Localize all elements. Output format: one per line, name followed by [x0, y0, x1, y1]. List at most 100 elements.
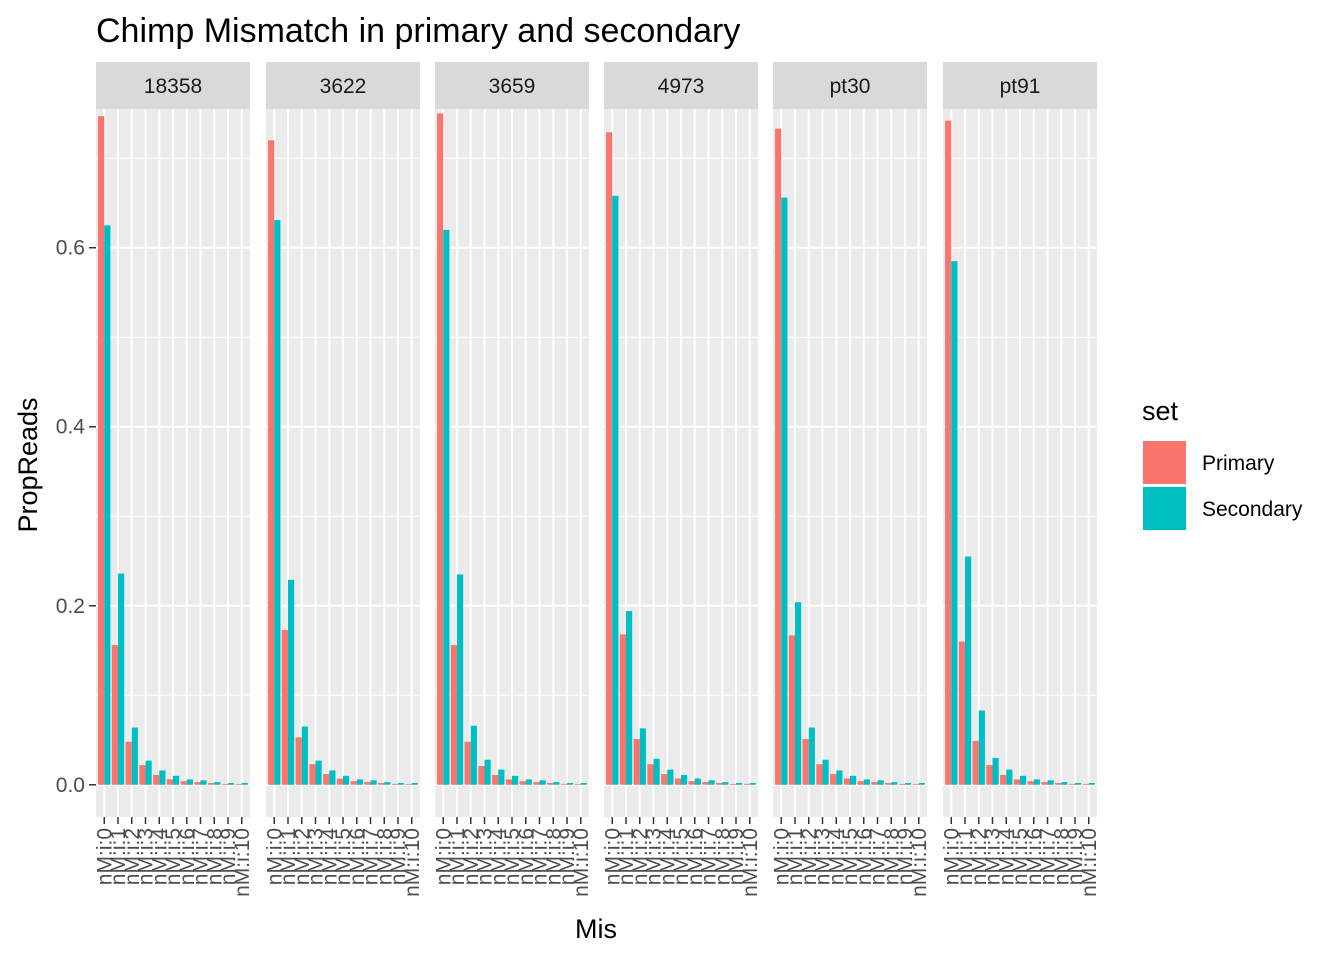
- bar-secondary-nM-i-0: [104, 225, 111, 785]
- bar-primary-nM-i-0: [775, 128, 782, 785]
- bar-primary-nM-i-10: [743, 783, 750, 785]
- bar-secondary-nM-i-7: [200, 780, 207, 785]
- legend-label-secondary: Secondary: [1202, 498, 1303, 521]
- bar-secondary-nM-i-5: [1020, 775, 1027, 785]
- x-tick-label: nM:i:7: [698, 828, 721, 885]
- bar-secondary-nM-i-9: [228, 782, 235, 785]
- x-tick-label: nM:i:6: [853, 828, 876, 885]
- bar-secondary-nM-i-3: [992, 757, 999, 785]
- x-tick-label: nM:i:3: [982, 828, 1005, 885]
- bar-secondary-nM-i-3: [315, 760, 322, 785]
- facet-strip-label: pt30: [830, 75, 871, 98]
- x-tick-label: nM:i:8: [373, 828, 396, 885]
- x-tick-label: nM:i:5: [1009, 828, 1032, 885]
- x-tick-label: nM:i:10: [401, 828, 424, 897]
- bar-primary-nM-i-0: [268, 140, 275, 785]
- bar-primary-nM-i-7: [364, 782, 371, 785]
- x-tick-label: nM:i:4: [825, 828, 848, 886]
- bar-secondary-nM-i-8: [891, 782, 898, 785]
- bar-primary-nM-i-5: [336, 778, 343, 785]
- facet-panel-3622: 3622 nM:i:0nM:i:1nM:i:2nM:i:3nM:i:4nM:i:5…: [263, 62, 424, 897]
- bar-secondary-nM-i-5: [850, 775, 857, 785]
- bar-secondary-nM-i-6: [694, 778, 701, 785]
- bar-secondary-nM-i-4: [667, 769, 674, 785]
- x-tick-label: nM:i:7: [867, 828, 890, 885]
- bar-secondary-nM-i-6: [186, 779, 193, 785]
- bar-primary-nM-i-3: [139, 765, 146, 785]
- facet-strip: [435, 62, 589, 109]
- bar-secondary-nM-i-9: [905, 782, 912, 785]
- bar-secondary-nM-i-5: [343, 775, 350, 785]
- bar-primary-nM-i-10: [405, 783, 412, 785]
- bar-primary-nM-i-2: [972, 740, 979, 785]
- x-tick-label: nM:i:10: [908, 828, 931, 897]
- bar-primary-nM-i-10: [574, 783, 581, 785]
- x-tick-label: nM:i:0: [770, 828, 793, 885]
- bar-primary-nM-i-1: [281, 629, 288, 785]
- bar-secondary-nM-i-9: [567, 782, 574, 785]
- x-tick-label: nM:i:10: [1078, 828, 1101, 897]
- bar-secondary-nM-i-2: [131, 727, 138, 785]
- bar-primary-nM-i-8: [378, 782, 385, 785]
- bar-secondary-nM-i-7: [877, 780, 884, 785]
- bar-primary-nM-i-6: [688, 781, 695, 785]
- x-tick-label: nM:i:0: [263, 828, 286, 885]
- bar-secondary-nM-i-6: [1033, 779, 1040, 785]
- legend-key-secondary: [1143, 487, 1186, 530]
- facet-panels: 18358nM:i:0nM:i:1nM:i:2nM:i:3nM:i:4nM:i:…: [93, 62, 1101, 897]
- bar-primary-nM-i-2: [633, 739, 640, 785]
- bar-primary-nM-i-1: [111, 645, 118, 785]
- x-tick-label: nM:i:5: [670, 828, 693, 885]
- facet-strip-label: 3659: [489, 75, 536, 98]
- bar-secondary-nM-i-5: [173, 775, 180, 785]
- bar-primary-nM-i-3: [986, 765, 993, 785]
- bar-primary-nM-i-9: [729, 783, 736, 785]
- bar-primary-nM-i-5: [843, 778, 850, 785]
- bar-secondary-nM-i-2: [808, 727, 815, 785]
- bar-secondary-nM-i-3: [653, 758, 660, 785]
- x-tick-label: nM:i:8: [1050, 828, 1073, 885]
- x-tick-label: nM:i:9: [556, 828, 579, 885]
- bar-primary-nM-i-0: [606, 132, 613, 785]
- bar-secondary-nM-i-9: [736, 782, 743, 785]
- bar-secondary-nM-i-6: [863, 779, 870, 785]
- x-tick-label: nM:i:9: [387, 828, 410, 885]
- bar-primary-nM-i-1: [450, 645, 457, 785]
- bar-secondary-nM-i-2: [470, 725, 477, 785]
- bar-primary-nM-i-9: [221, 783, 228, 785]
- y-tick-label: 0.2: [56, 595, 85, 618]
- x-tick-label: nM:i:5: [839, 828, 862, 885]
- bar-primary-nM-i-6: [1027, 781, 1034, 785]
- facet-strip-label: pt91: [1000, 75, 1041, 98]
- bar-secondary-nM-i-8: [722, 782, 729, 785]
- bar-secondary-nM-i-7: [539, 780, 546, 785]
- bar-primary-nM-i-2: [802, 739, 809, 785]
- facet-strip: [604, 62, 758, 109]
- bar-secondary-nM-i-10: [918, 782, 925, 785]
- bar-secondary-nM-i-7: [370, 780, 377, 785]
- bar-secondary-nM-i-5: [512, 775, 519, 785]
- x-tick-label: nM:i:2: [121, 828, 144, 885]
- x-tick-label: nM:i:6: [515, 828, 538, 885]
- bar-secondary-nM-i-10: [580, 782, 587, 785]
- bar-primary-nM-i-7: [533, 782, 540, 785]
- bar-primary-nM-i-2: [295, 737, 302, 785]
- x-tick-label: nM:i:8: [711, 828, 734, 885]
- bar-primary-nM-i-5: [166, 779, 173, 785]
- bar-secondary-nM-i-3: [145, 760, 152, 785]
- x-tick-label: nM:i:1: [277, 828, 300, 885]
- y-axis-title: PropReads: [13, 397, 43, 532]
- bar-secondary-nM-i-9: [1075, 782, 1082, 785]
- bar-primary-nM-i-4: [492, 774, 499, 785]
- bar-secondary-nM-i-0: [612, 195, 619, 785]
- x-tick-label: nM:i:1: [784, 828, 807, 885]
- bar-primary-nM-i-0: [437, 113, 444, 785]
- bar-secondary-nM-i-4: [498, 769, 505, 785]
- x-tick-label: nM:i:7: [360, 828, 383, 885]
- x-tick-label: nM:i:5: [162, 828, 185, 885]
- y-tick-label: 0.0: [56, 774, 85, 797]
- bar-secondary-nM-i-6: [356, 779, 363, 785]
- x-tick-label: nM:i:4: [148, 828, 171, 886]
- x-tick-label: nM:i:7: [190, 828, 213, 885]
- bar-primary-nM-i-6: [519, 781, 526, 785]
